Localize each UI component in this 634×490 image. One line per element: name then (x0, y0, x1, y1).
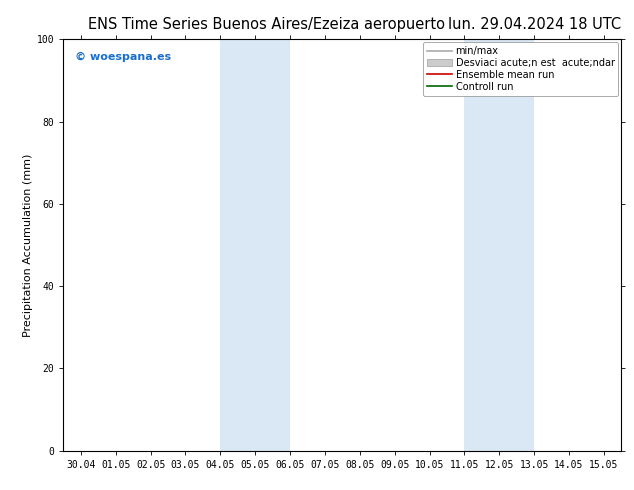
Text: ENS Time Series Buenos Aires/Ezeiza aeropuerto: ENS Time Series Buenos Aires/Ezeiza aero… (87, 17, 445, 32)
Bar (221, 39, 290, 451)
Legend: min/max, Desviaci acute;n est  acute;ndar, Ensemble mean run, Controll run: min/max, Desviaci acute;n est acute;ndar… (424, 42, 618, 96)
Text: lun. 29.04.2024 18 UTC: lun. 29.04.2024 18 UTC (448, 17, 621, 32)
Text: © woespana.es: © woespana.es (75, 51, 171, 62)
Bar (464, 39, 534, 451)
Y-axis label: Precipitation Accumulation (mm): Precipitation Accumulation (mm) (23, 153, 32, 337)
